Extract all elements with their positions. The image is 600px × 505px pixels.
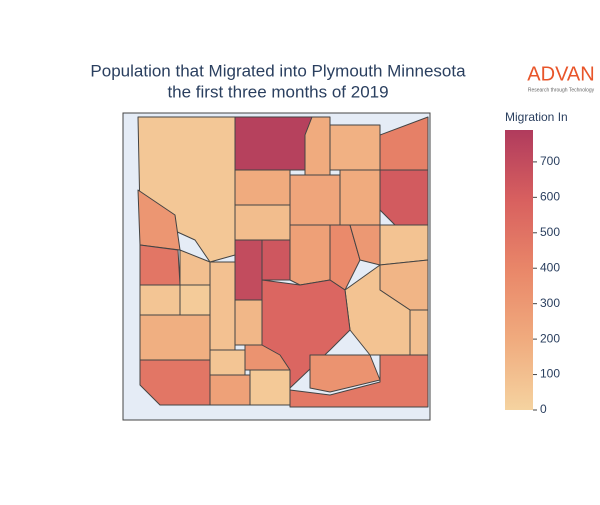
colorbar-tick-label: 500 (540, 225, 560, 239)
colorbar-title: Migration In (505, 110, 568, 124)
region (209, 261, 236, 351)
colorbar-tick-label: 300 (540, 296, 560, 310)
colorbar-tick-label: 400 (540, 260, 560, 274)
region (289, 174, 341, 226)
logo: ADVAN (527, 63, 594, 85)
region (209, 349, 246, 376)
colorbar-tick-label: 600 (540, 190, 560, 204)
region (409, 309, 429, 356)
region (234, 116, 313, 171)
region (249, 369, 291, 406)
region (379, 169, 429, 226)
region (234, 204, 291, 241)
chart-title: the first three months of 2019 (167, 82, 388, 101)
region (234, 169, 291, 206)
region (209, 374, 251, 406)
colorbar-tick-label: 700 (540, 154, 560, 168)
region (261, 239, 291, 281)
region (139, 244, 181, 286)
region (339, 169, 381, 226)
region (329, 124, 381, 171)
colorbar (505, 130, 533, 410)
region (139, 359, 211, 406)
region (329, 224, 361, 291)
region (304, 116, 331, 176)
region (139, 284, 181, 316)
colorbar-tick-label: 0 (540, 402, 547, 416)
logo-tagline: Research through Technology (528, 87, 595, 93)
region (179, 284, 211, 316)
colorbar-tick-label: 200 (540, 331, 560, 345)
region (139, 314, 211, 361)
region (234, 299, 263, 346)
region (289, 224, 331, 286)
region (289, 354, 429, 408)
region (309, 354, 381, 393)
chart-title: Population that Migrated into Plymouth M… (90, 61, 466, 80)
region (234, 239, 263, 301)
colorbar-tick-label: 100 (540, 367, 560, 381)
region (379, 224, 429, 266)
